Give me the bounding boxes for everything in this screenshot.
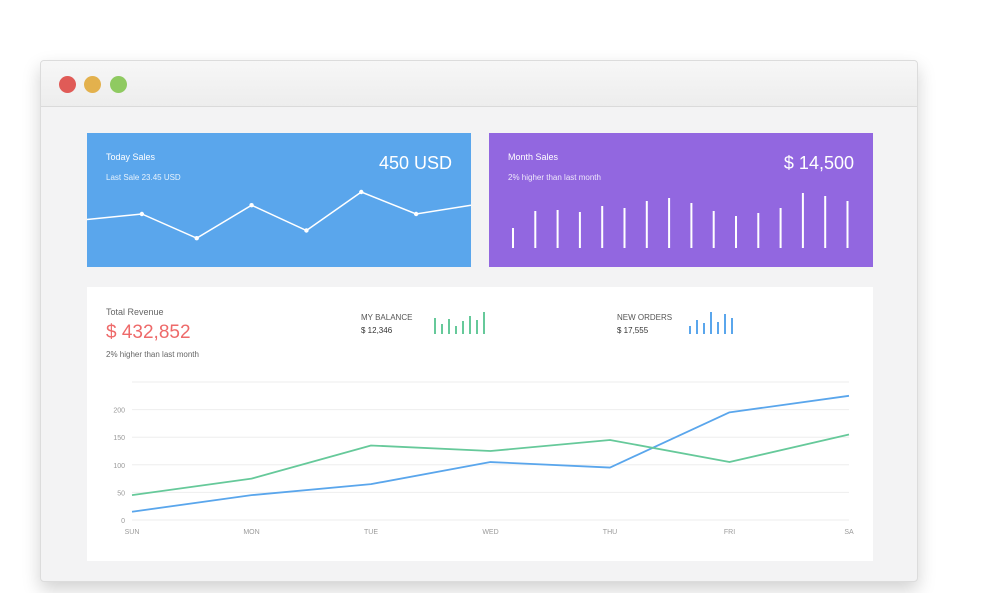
chart-series-green-line: [131, 433, 850, 497]
today-sales-title: Today Sales: [106, 152, 156, 162]
today-sales-value: 450 USD: [378, 153, 452, 173]
today-sales-subtitle: Last Sale 23.45 USD: [106, 173, 181, 182]
chart-y-tick-label: 150: [113, 435, 125, 442]
revenue-panel: Total Revenue $ 432,852 2% higher than l…: [87, 287, 873, 561]
total-revenue-value: $ 432,852: [106, 322, 191, 343]
today-sales-point: [139, 211, 145, 217]
chart-x-tick-label: SA: [844, 529, 854, 536]
chart-x-tick-label: THU: [603, 529, 617, 536]
close-window-button[interactable]: [59, 76, 76, 93]
total-revenue-subtitle: 2% higher than last month: [106, 350, 199, 359]
chart-x-tick-label: SUN: [125, 529, 140, 536]
chart-x-tick-label: MON: [243, 529, 259, 536]
today-sales-point: [359, 189, 364, 195]
maximize-window-button[interactable]: [110, 76, 127, 93]
today-sales-point: [249, 203, 254, 208]
month-sales-card[interactable]: Month Sales 2% higher than last month $ …: [489, 133, 873, 267]
chart-y-tick-label: 100: [113, 463, 125, 470]
minimize-window-button[interactable]: [84, 76, 101, 93]
month-sales-bars: [512, 193, 849, 248]
revenue-line-chart: 0 50 100 150 200 SUN MON TUE WED THU FRI SA: [113, 312, 854, 536]
my-balance-label: MY BALANCE: [361, 313, 413, 322]
new-orders-label: NEW ORDERS: [617, 313, 673, 322]
month-sales-title: Month Sales: [508, 152, 559, 162]
today-sales-point: [304, 228, 309, 233]
today-sales-line: [87, 191, 471, 240]
month-sales-subtitle: 2% higher than last month: [508, 173, 601, 182]
today-sales-point: [413, 211, 419, 217]
chart-y-tick-label: 0: [121, 518, 125, 525]
today-sales-card[interactable]: Today Sales Last Sale 23.45 USD 450 USD: [87, 133, 471, 267]
chart-x-tick-label: WED: [482, 529, 498, 536]
my-balance-value: $ 12,346: [361, 326, 393, 335]
chart-x-tick-label: FRI: [724, 529, 735, 536]
chart-y-tick-label: 50: [117, 490, 125, 497]
today-sales-sparkline: [87, 189, 471, 241]
today-sales-point: [194, 236, 199, 241]
window-titlebar: [41, 61, 917, 107]
chart-y-tick-label: 200: [113, 408, 125, 415]
new-orders-value: $ 17,555: [617, 326, 649, 335]
chart-series-blue-line: [131, 394, 850, 513]
month-sales-value: $ 14,500: [783, 153, 854, 173]
browser-window: Today Sales Last Sale 23.45 USD 450 USD …: [40, 60, 918, 582]
total-revenue-title: Total Revenue: [106, 307, 164, 317]
chart-x-tick-label: TUE: [364, 529, 378, 536]
